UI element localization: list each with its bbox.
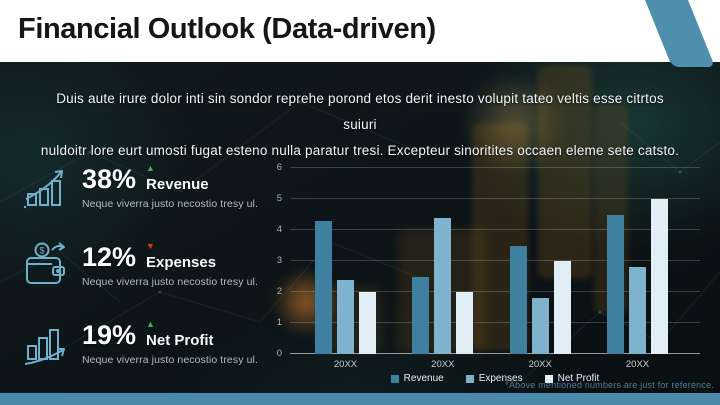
- stat-caption: Neque viverra justo necostio tresy ul.: [82, 354, 258, 366]
- legend-label: Revenue: [403, 373, 444, 384]
- intro-paragraph: Duis aute irure dolor inti sin sondor re…: [40, 86, 680, 164]
- down-triangle-icon: ▼: [146, 241, 155, 251]
- gridline: [290, 291, 700, 292]
- bar-revenue: [315, 220, 332, 354]
- legend-swatch-icon: [544, 374, 553, 383]
- gridline: [290, 353, 700, 354]
- page-title: Financial Outlook (Data-driven): [18, 13, 436, 45]
- bar-growth-icon: [24, 329, 65, 365]
- stat-caption: Neque viverra justo necostio tresy ul.: [82, 276, 258, 288]
- x-tick-label: 20XX: [431, 359, 455, 370]
- bar-group: [607, 168, 668, 354]
- legend-label: Expenses: [478, 373, 523, 384]
- bar-expenses: [337, 279, 354, 354]
- bar-revenue: [509, 245, 527, 354]
- bar-revenue: [412, 276, 430, 354]
- gridline: [290, 167, 700, 168]
- x-tick-label: 20XX: [333, 359, 358, 370]
- growth-chart-icon: [23, 170, 63, 209]
- stat-value: 12%: [82, 242, 137, 272]
- y-tick-label: 4: [276, 224, 282, 235]
- bar-expenses: [434, 217, 452, 354]
- intro-line-1: Duis aute irure dolor inti sin sondor re…: [56, 91, 664, 132]
- light-glow: [450, 76, 580, 171]
- stat-label: Expenses: [146, 254, 217, 271]
- svg-text:$: $: [39, 246, 44, 256]
- legend-item: Net Profit: [544, 373, 600, 384]
- stat-label: Net Profit: [146, 332, 214, 349]
- stat-net-profit: 19% ▲ Net Profit Neque viverra justo nec…: [22, 319, 272, 367]
- legend-swatch-icon: [465, 374, 474, 383]
- header-band: Financial Outlook (Data-driven): [0, 0, 720, 62]
- stat-label: Revenue: [146, 176, 209, 193]
- intro-line-2: nuldoitr lore eurt umosti fugat esteno n…: [40, 143, 680, 158]
- stat-value: 38%: [82, 164, 137, 194]
- gridline: [290, 198, 700, 199]
- coin-stack: [538, 66, 592, 278]
- y-tick-label: 1: [276, 317, 282, 328]
- stat-text: 19% ▲ Net Profit Neque viverra justo nec…: [82, 319, 258, 367]
- bar-expenses: [531, 298, 549, 354]
- wallet-icon: $: [26, 242, 65, 284]
- legend-item: Expenses: [465, 373, 523, 384]
- chart-plot: [290, 167, 700, 354]
- x-tick-label: 20XX: [625, 359, 650, 370]
- bar-group: [509, 168, 571, 354]
- bar-net-profit: [359, 292, 376, 354]
- bar-group: [412, 168, 474, 354]
- stats-column: 38% ▲ Revenue Neque viverra justo necost…: [22, 163, 272, 397]
- y-tick-label: 5: [276, 193, 282, 204]
- legend-item: Revenue: [390, 373, 444, 384]
- up-triangle-icon: ▲: [146, 163, 155, 173]
- footer-bar: [0, 393, 720, 405]
- bar-group: [315, 168, 376, 354]
- stat-caption: Neque viverra justo necostio tresy ul.: [82, 198, 258, 210]
- x-tick-label: 20XX: [528, 359, 552, 370]
- chart-legend: Revenue Expenses Net Profit: [290, 373, 700, 384]
- bar-net-profit: [553, 261, 571, 354]
- stat-expenses: $ 12% ▼ Expenses Neque viverra justo nec…: [22, 241, 272, 289]
- stat-value: 19%: [82, 320, 137, 350]
- bar-net-profit: [456, 292, 474, 354]
- y-tick-label: 2: [276, 286, 282, 297]
- footnote: *Above mentioned numbers are just for re…: [505, 380, 714, 390]
- stat-text: 12% ▼ Expenses Neque viverra justo necos…: [82, 241, 258, 289]
- gridline: [290, 322, 700, 323]
- y-tick-label: 6: [276, 162, 282, 173]
- bar-revenue: [607, 214, 624, 354]
- y-tick-label: 0: [276, 348, 282, 359]
- y-tick-label: 3: [276, 255, 282, 266]
- legend-swatch-icon: [390, 374, 399, 383]
- stat-revenue: 38% ▲ Revenue Neque viverra justo necost…: [22, 163, 272, 211]
- bar-net-profit: [651, 199, 668, 354]
- gridline: [290, 260, 700, 261]
- bar-chart: Revenue Expenses Net Profit 0 1 2 3 4 5 6 20XX 20X…: [260, 160, 710, 400]
- up-triangle-icon: ▲: [146, 319, 155, 329]
- bar-expenses: [629, 267, 646, 354]
- gridline: [290, 229, 700, 230]
- stat-text: 38% ▲ Revenue Neque viverra justo necost…: [82, 163, 258, 211]
- legend-label: Net Profit: [557, 373, 600, 384]
